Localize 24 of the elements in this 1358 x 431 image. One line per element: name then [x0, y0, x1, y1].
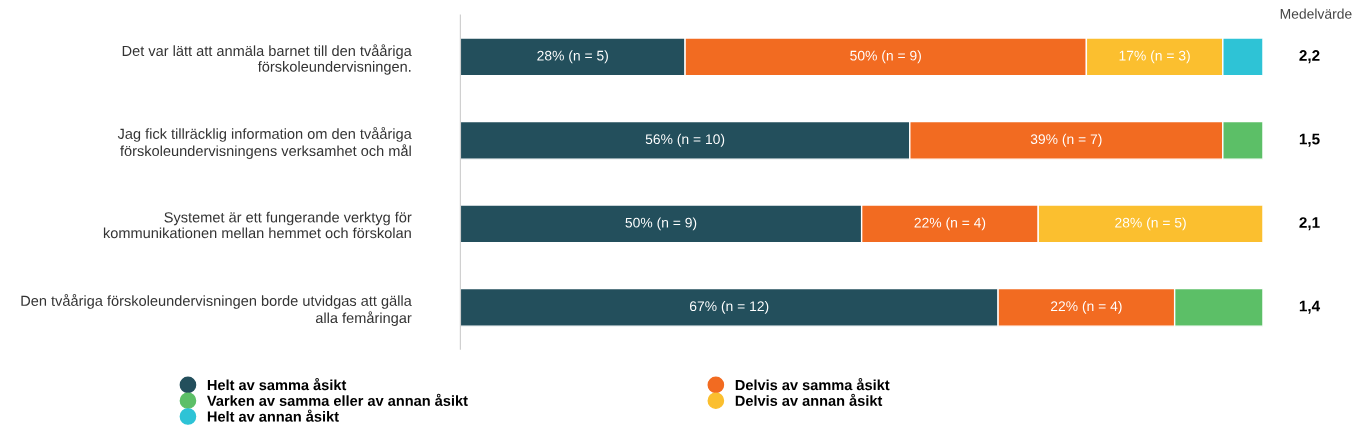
data-label: 28% (n = 5): [537, 50, 608, 64]
text: 1,4: [1299, 300, 1321, 314]
data-label: 67% (n = 12): [689, 300, 769, 314]
legend-label: Varken av samma eller av annan åsikt: [207, 393, 468, 406]
text: 2,2: [1299, 50, 1320, 64]
data-label: 22% (n = 4): [914, 217, 986, 231]
data-label: 50% (n = 9): [625, 217, 697, 231]
data-label: 50% (n = 9): [850, 50, 921, 64]
data-label: 22% (n = 4): [1050, 300, 1122, 314]
data-label: 17% (n = 3): [1119, 50, 1190, 64]
data-label: 28% (n = 5): [1115, 217, 1186, 231]
legend-label: Delvis av samma åsikt: [735, 378, 890, 391]
text: 2,1: [1299, 217, 1320, 231]
legend-label: Helt av annan åsikt: [207, 409, 339, 422]
y-tick-label: Jag fick tillräcklig information om den tvååriga förskoleundervisningens verksamhet och mål: [117, 127, 412, 159]
y-tick-label: Systemet är ett fungerande verktyg för kommunikationen mellan hemmet och förskolan: [103, 211, 412, 239]
legend-label: Delvis av annan åsikt: [735, 393, 883, 406]
data-label: 39% (n = 7): [1030, 133, 1102, 147]
y-tick-label: Det var lätt att anmäla barnet till den tvååriga förskoleundervisningen.: [122, 44, 412, 75]
legend-label: Helt av samma åsikt: [207, 378, 347, 391]
data-label: 56% (n = 10): [645, 133, 725, 147]
text: Medelvärde: [1280, 8, 1352, 19]
text: 1,5: [1299, 133, 1320, 147]
y-tick-label: Den tvååriga förskoleundervisningen borde utvidgas att gälla alla femåringar: [21, 294, 412, 326]
